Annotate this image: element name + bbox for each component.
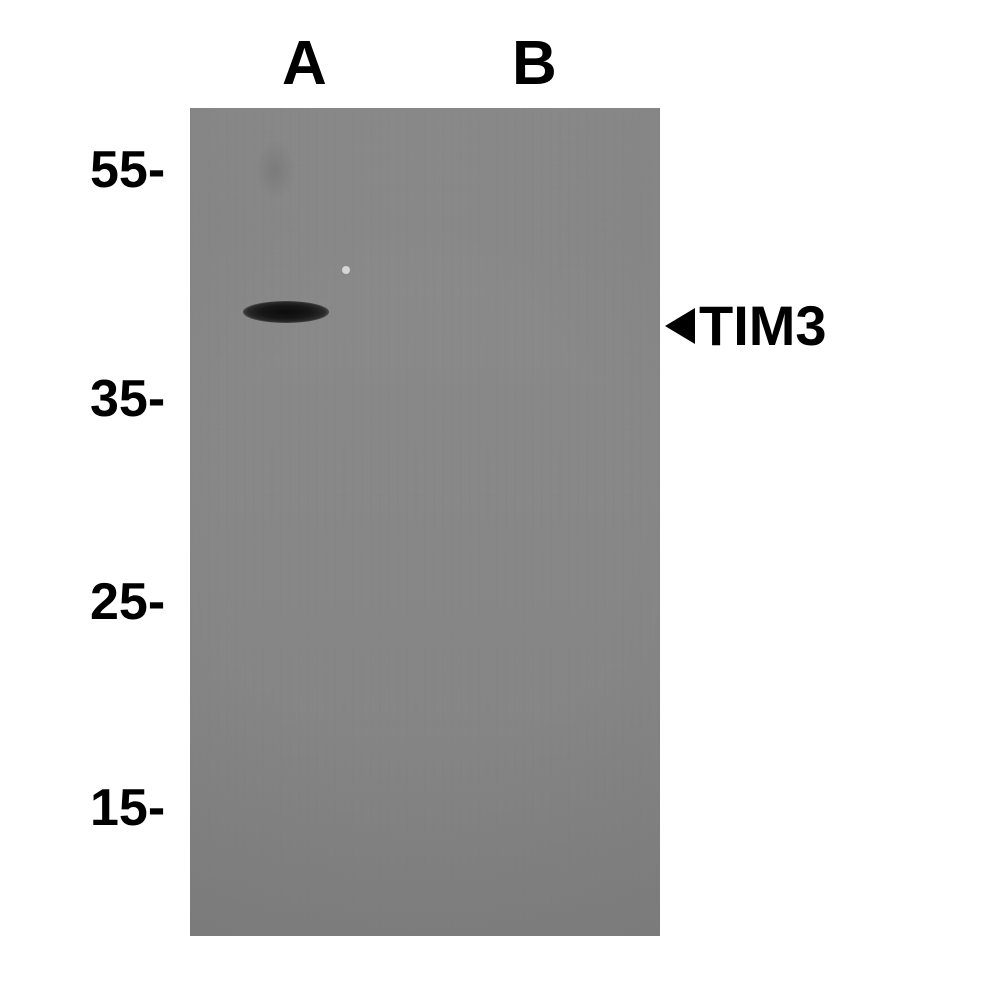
arrow-left-icon	[665, 308, 695, 344]
marker-55: 55-	[90, 140, 165, 200]
figure-container: A B 55- 35- 25- 15- TIM3	[0, 0, 1000, 1000]
marker-15: 15-	[90, 778, 165, 838]
band-tim3-lane-a	[243, 301, 329, 323]
marker-25: 25-	[90, 572, 165, 632]
membrane-texture	[190, 108, 660, 936]
western-blot-membrane	[190, 108, 660, 936]
marker-35: 35-	[90, 369, 165, 429]
speck-artifact	[342, 266, 350, 274]
lane-label-b: B	[512, 28, 557, 99]
lane-label-a: A	[282, 28, 327, 99]
protein-name: TIM3	[699, 293, 827, 358]
protein-label-arrow: TIM3	[665, 293, 827, 358]
smear-artifact	[255, 140, 295, 200]
